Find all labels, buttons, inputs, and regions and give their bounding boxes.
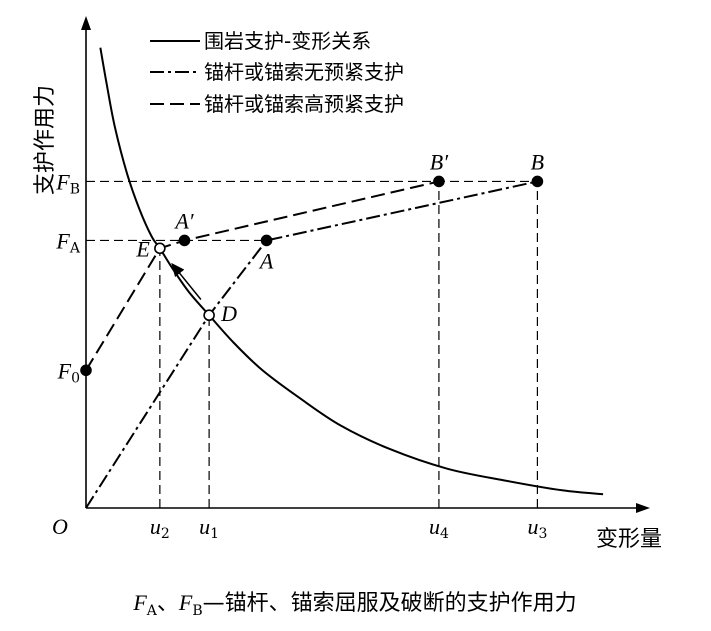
legend-label-no-pretension: 锚杆或锚索无预紧支护 [204, 60, 404, 84]
caption-fb: F [178, 590, 193, 615]
guide-lines [86, 180, 539, 508]
point-label-A: A [258, 248, 274, 273]
point-label-E: E [135, 236, 150, 261]
series-no_pretension [85, 180, 538, 509]
x-tick-u1: u1 [199, 514, 219, 542]
point-label-B-prime: B′ [430, 149, 449, 174]
legend: 围岩支护-变形关系 锚杆或锚索无预紧支护 锚杆或锚索高预紧支护 [150, 29, 404, 116]
series-high_pretension [85, 180, 440, 371]
legend-label-rock: 围岩支护-变形关系 [204, 29, 371, 53]
direction-arrow-icon [171, 262, 202, 300]
point-E [154, 242, 166, 255]
point-label-D: D [220, 301, 237, 326]
data-points: A A′ B B′ E D [80, 149, 544, 377]
point-B [531, 175, 544, 188]
point-label-B: B [531, 149, 544, 174]
x-axis-label: 变形量 [596, 527, 662, 552]
y-tick-FB: FB [55, 169, 80, 197]
caption-fa: F [132, 590, 147, 615]
y-tick-F0: F0 [57, 358, 80, 386]
x-tick-labels: u2 u1 u4 u3 [150, 514, 547, 542]
caption-fa-sub: A [146, 603, 158, 619]
y-tick-labels: FB FA F0 [55, 169, 81, 386]
series-lines [85, 47, 604, 509]
point-A [260, 234, 273, 247]
point-A-prime [178, 234, 191, 247]
caption: FA、FB—锚杆、锚索屈服及破断的支护作用力 [132, 590, 576, 619]
x-tick-u4: u4 [429, 514, 449, 542]
caption-text: —锚杆、锚索屈服及破断的支护作用力 [203, 591, 577, 616]
y-axis-arrow-icon [81, 16, 91, 30]
x-axis-arrow-icon [636, 503, 650, 513]
point-B-prime [433, 175, 445, 188]
axes [81, 16, 650, 513]
point-f0 [80, 364, 92, 377]
annotation-arrow [171, 262, 202, 300]
origin-label: O [52, 514, 68, 539]
y-tick-FA: FA [55, 228, 80, 256]
x-tick-u3: u3 [527, 514, 547, 542]
y-axis-label: 支护作用力 [33, 85, 58, 195]
point-D [203, 309, 215, 322]
point-label-A-prime: A′ [173, 208, 194, 233]
legend-label-high-pretension: 锚杆或锚索高预紧支护 [204, 92, 404, 116]
caption-fb-sub: B [192, 603, 202, 619]
caption-sep: 、 [157, 591, 179, 616]
x-tick-u2: u2 [150, 514, 170, 542]
